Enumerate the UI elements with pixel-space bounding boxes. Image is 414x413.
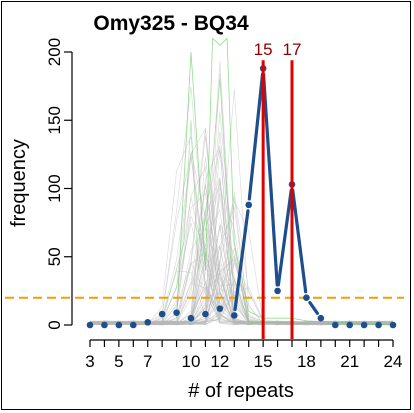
- series-segment: [308, 301, 320, 315]
- y-axis-label: frequency: [8, 139, 30, 227]
- allele-label-15: 15: [254, 40, 273, 59]
- data-point: [331, 321, 339, 329]
- data-point: [245, 201, 253, 209]
- x-tick-label: 24: [384, 352, 403, 371]
- axes-layer: 0 50 100 150 200 3 5 7 10 12 15 18 21 24: [45, 38, 402, 371]
- x-axis-label: # of repeats: [188, 380, 294, 402]
- series-segment: [276, 188, 293, 287]
- y-tick-label: 0: [45, 320, 64, 329]
- x-tick-label: 10: [182, 352, 201, 371]
- background-profile-line: [89, 132, 394, 326]
- series-segment: [291, 188, 308, 294]
- background-profile-line: [89, 127, 394, 326]
- data-point: [129, 321, 137, 329]
- background-profile-line: [89, 263, 394, 326]
- x-tick-label: 21: [340, 352, 359, 371]
- background-profile-line: [89, 294, 394, 325]
- data-point: [216, 305, 224, 312]
- data-point: [202, 310, 209, 318]
- data-point: [173, 309, 180, 317]
- y-tick-label: 150: [45, 106, 64, 134]
- data-point: [360, 321, 368, 329]
- data-point: [317, 314, 325, 322]
- data-point: [158, 310, 166, 318]
- allele-layer: 15 17: [254, 40, 302, 339]
- x-tick-label: 15: [254, 352, 273, 371]
- series-segment: [233, 209, 250, 312]
- background-profile-lines: [89, 37, 394, 326]
- x-tick-label: 3: [85, 352, 94, 371]
- y-tick-label: 200: [45, 38, 64, 66]
- data-point: [115, 321, 123, 329]
- background-profile-line: [89, 177, 394, 326]
- x-tick-label: 18: [297, 352, 316, 371]
- background-profile-line: [89, 128, 394, 326]
- allele-label-17: 17: [283, 40, 302, 59]
- background-profile-line: [89, 111, 394, 326]
- background-envelope-line: [161, 79, 394, 326]
- x-tick-label: 12: [210, 352, 229, 371]
- background-profile-line: [89, 153, 394, 326]
- data-point: [346, 321, 354, 329]
- data-point: [86, 321, 94, 329]
- x-tick-label: 7: [143, 352, 152, 371]
- data-point: [101, 321, 108, 329]
- series-segment: [247, 72, 265, 201]
- data-point: [144, 318, 152, 326]
- y-tick-label: 50: [45, 247, 64, 266]
- y-tick-label: 100: [45, 174, 64, 202]
- data-point: [375, 321, 382, 329]
- x-tick-label: 5: [114, 352, 123, 371]
- series-layer: [86, 65, 397, 329]
- data-point: [274, 287, 281, 295]
- data-point: [230, 312, 238, 319]
- data-point: [389, 321, 397, 329]
- background-profile-line: [89, 272, 394, 326]
- data-point: [187, 314, 195, 322]
- data-point: [303, 294, 310, 302]
- chart-title: Omy325 - BQ34: [93, 12, 249, 35]
- series-segment: [261, 72, 279, 287]
